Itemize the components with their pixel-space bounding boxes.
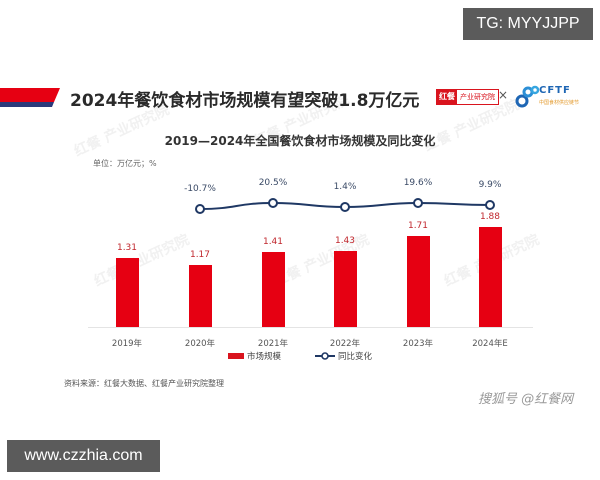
legend-label: 同比变化: [338, 352, 373, 362]
header-stripe-decoration: [0, 88, 60, 107]
bar-value-label: 1.41: [262, 237, 284, 248]
hongcan-logo: 红餐 产业研究院: [436, 89, 499, 105]
yoy-value-label: 20.5%: [258, 178, 288, 188]
source-note: 资料来源：红餐大数据、红餐产业研究院整理: [64, 379, 224, 388]
x-axis-tick-label: 2021年: [257, 339, 289, 349]
hongcan-logo-text: 产业研究院: [460, 93, 495, 101]
cftf-logo-icon: [515, 85, 539, 108]
bar-value-label: 1.88: [479, 212, 501, 223]
x-axis-tick-label: 2020年: [184, 339, 216, 349]
bar-market-size: [115, 257, 139, 327]
yoy-marker-icon: [485, 200, 495, 210]
x-axis-baseline: [88, 327, 533, 328]
bar-market-size: [333, 251, 357, 327]
yoy-value-label: 9.9%: [478, 180, 502, 190]
x-axis-tick-label: 2023年: [402, 339, 434, 349]
page-title: 2024年餐饮食材市场规模有望突破1.8万亿元: [70, 91, 420, 111]
legend-line-marker-icon: [315, 352, 335, 360]
bar-market-size: [188, 264, 212, 327]
x-axis-tick-label: 2022年: [329, 339, 361, 349]
yoy-marker-icon: [195, 204, 205, 214]
cftf-logo-subtext: 中国食材供应链节: [539, 100, 580, 106]
chart-title: 2019—2024年全国餐饮食材市场规模及同比变化: [164, 134, 436, 148]
legend-bar-swatch-icon: [227, 353, 244, 359]
yoy-marker-icon: [340, 202, 350, 212]
bar-market-size: [406, 236, 430, 327]
unit-label: 单位：万亿元；%: [93, 159, 157, 168]
footer-brand: 搜狐号 @红餐网: [478, 392, 574, 407]
hongcan-logo-mark: 红餐: [437, 90, 457, 104]
bar-value-label: 1.17: [189, 249, 211, 260]
legend-label: 市场规模: [246, 352, 281, 362]
x-axis-tick-label: 2019年: [111, 339, 143, 349]
cftf-logo: CFTF 中国食材供应链节: [515, 84, 595, 110]
cftf-logo-text: CFTF: [539, 85, 571, 96]
bar-value-label: 1.43: [334, 236, 356, 247]
yoy-value-label: -10.7%: [184, 184, 216, 194]
bar-market-size: [261, 252, 285, 327]
legend-item-yoy: 同比变化: [315, 350, 372, 362]
legend-item-market-size: 市场规模: [227, 350, 281, 362]
logo-separator: ×: [498, 88, 509, 102]
top-overlay-badge: TG: MYYJJPP: [463, 8, 593, 40]
bar-value-label: 1.31: [116, 242, 138, 253]
x-axis-tick-label: 2024年E: [472, 339, 508, 349]
yoy-marker-icon: [413, 198, 423, 208]
yoy-value-label: 19.6%: [403, 178, 433, 188]
bottom-overlay-badge: www.czzhia.com: [7, 440, 160, 472]
chart-legend: 市场规模 同比变化: [0, 350, 600, 362]
bar-value-label: 1.71: [407, 221, 429, 232]
yoy-marker-icon: [268, 198, 278, 208]
yoy-value-label: 1.4%: [333, 182, 357, 192]
bar-market-size: [478, 227, 502, 327]
